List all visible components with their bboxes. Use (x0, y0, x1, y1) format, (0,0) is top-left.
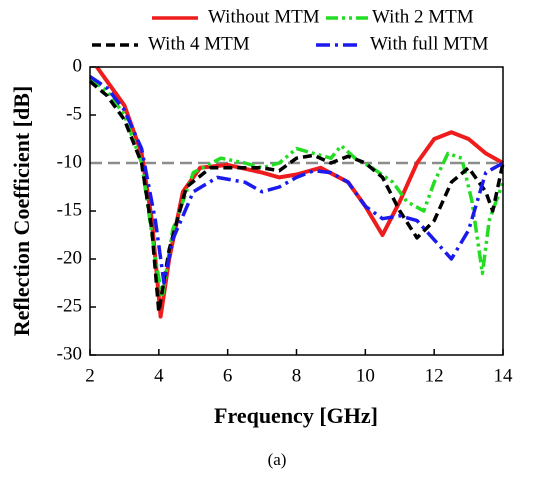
y-tick-label: 0 (73, 55, 83, 76)
series-line (88, 80, 505, 314)
y-tick-label: -15 (57, 199, 82, 220)
x-tick-label: 10 (356, 365, 375, 386)
legend-label: With full MTM (370, 33, 489, 54)
x-tick-label: 12 (425, 365, 444, 386)
x-tick-label: 6 (223, 365, 233, 386)
legend-label: With 4 MTM (148, 33, 250, 54)
plot-frame (89, 66, 504, 356)
caption: (a) (268, 450, 287, 469)
series-line (89, 78, 505, 300)
x-tick-label: 8 (292, 365, 302, 386)
x-tick-label: 14 (494, 365, 514, 386)
x-tick-label: 2 (85, 365, 95, 386)
y-tick-label: -30 (57, 343, 82, 364)
series-line (89, 75, 504, 285)
y-tick-label: -10 (57, 151, 82, 172)
x-tick-label: 4 (154, 365, 164, 386)
y-tick-label: -20 (57, 247, 82, 268)
legend-label: With 2 MTM (372, 6, 474, 27)
y-tick-label: -5 (66, 103, 82, 124)
legend-label: Without MTM (208, 6, 320, 27)
x-axis-title: Frequency [GHz] (214, 403, 378, 428)
y-axis-title: Reflection Coefficient [dB] (9, 86, 34, 336)
y-tick-label: -25 (57, 295, 82, 316)
